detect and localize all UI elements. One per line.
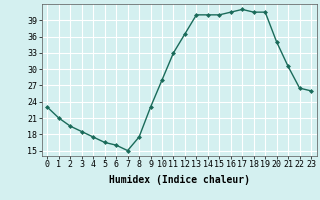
- X-axis label: Humidex (Indice chaleur): Humidex (Indice chaleur): [109, 175, 250, 185]
